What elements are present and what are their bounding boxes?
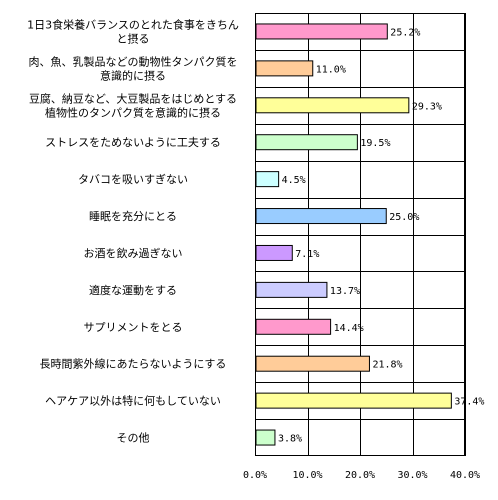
category-label: 適度な運動をする bbox=[89, 283, 177, 297]
bar-value-label: 37.4% bbox=[454, 397, 484, 408]
category-label: ストレスをためないように工夫する bbox=[45, 136, 221, 149]
bar bbox=[255, 134, 358, 151]
category-label: 肉、魚、乳製品などの動物性タンパク質を bbox=[29, 54, 238, 68]
bar-value-label: 11.0% bbox=[316, 64, 346, 75]
bar bbox=[255, 208, 387, 225]
category-label: 長時間紫外線にあたらないようにする bbox=[40, 357, 227, 371]
bar-value-label: 7.1% bbox=[295, 249, 319, 260]
category-label: と摂る bbox=[117, 31, 150, 45]
category-label: その他 bbox=[117, 432, 150, 445]
bar bbox=[255, 97, 410, 114]
bar bbox=[255, 171, 280, 188]
category-label: サプリメントをとる bbox=[84, 321, 183, 334]
x-tick-label: 20.0% bbox=[345, 470, 375, 481]
bar bbox=[255, 355, 370, 372]
bar bbox=[255, 392, 452, 409]
category-label: 意識的に摂る bbox=[100, 68, 166, 82]
category-label: 植物性のタンパク質を意識的に摂る bbox=[45, 105, 221, 119]
bar bbox=[255, 318, 332, 335]
bar-value-label: 21.8% bbox=[372, 360, 402, 371]
category-label: タバコを吸いすぎない bbox=[78, 172, 188, 186]
category-label: 豆腐、納豆など、大豆製品をはじめとする bbox=[29, 91, 237, 105]
x-tick-label: 40.0% bbox=[450, 470, 480, 481]
bar-value-label: 25.2% bbox=[390, 27, 420, 38]
bar-value-label: 13.7% bbox=[330, 286, 360, 297]
category-label: 睡眠を充分にとる bbox=[89, 209, 177, 223]
bar bbox=[255, 244, 293, 261]
bar bbox=[255, 60, 314, 77]
category-label: 1日3食栄養バランスのとれた食事をきちん bbox=[27, 17, 239, 31]
bar-value-label: 3.8% bbox=[278, 434, 302, 445]
bar bbox=[255, 429, 276, 446]
category-label: お酒を飲み過ぎない bbox=[84, 246, 183, 260]
bar-value-label: 4.5% bbox=[282, 175, 306, 186]
bar-value-label: 29.3% bbox=[412, 101, 442, 112]
bar-value-label: 14.4% bbox=[334, 323, 364, 334]
x-tick-label: 0.0% bbox=[243, 470, 267, 481]
bar-value-label: 19.5% bbox=[360, 138, 390, 149]
category-label: ヘアケア以外は特に何もしていない bbox=[45, 394, 221, 408]
bar-value-label: 25.0% bbox=[389, 212, 419, 223]
bar bbox=[255, 281, 328, 298]
x-tick-label: 30.0% bbox=[397, 470, 427, 481]
plot-frame bbox=[255, 13, 465, 456]
x-tick-label: 10.0% bbox=[292, 470, 322, 481]
bar bbox=[255, 23, 388, 40]
